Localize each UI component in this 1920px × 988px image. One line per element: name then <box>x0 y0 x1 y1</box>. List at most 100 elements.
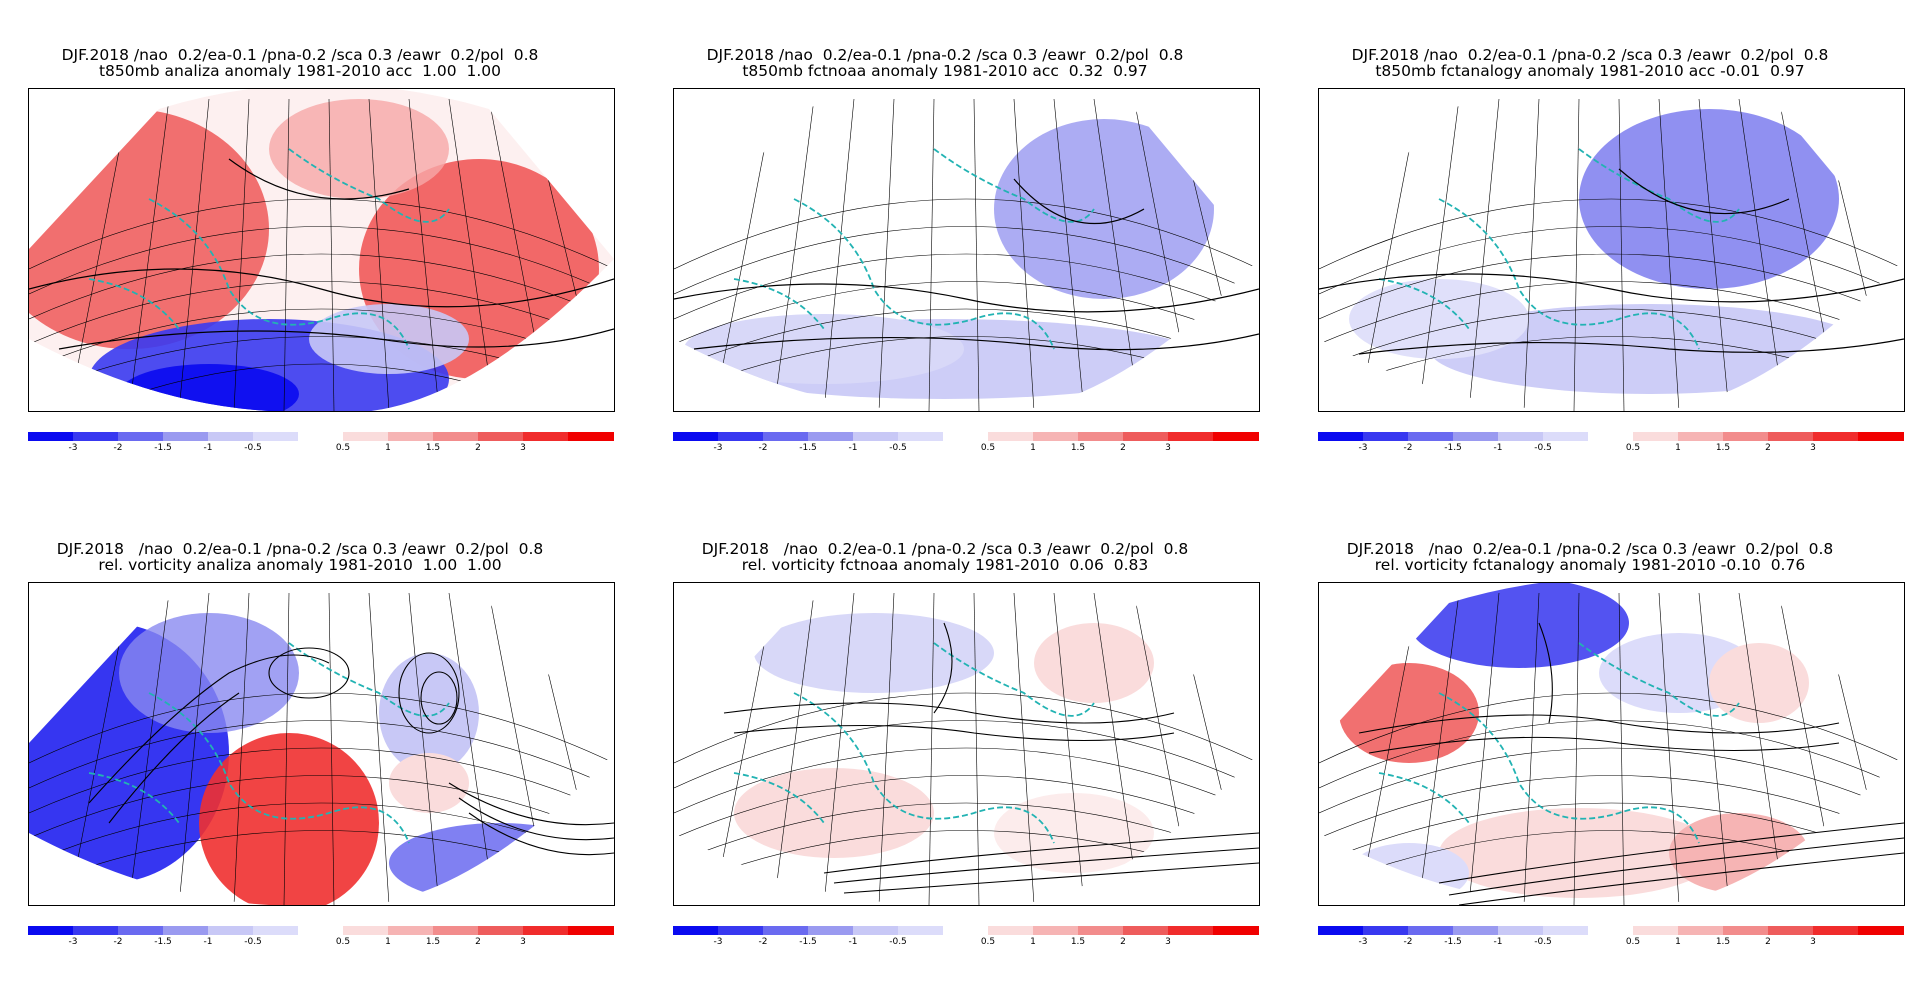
colorbar-segment <box>853 432 899 441</box>
colorbar-label: 1 <box>1030 937 1036 947</box>
colorbar-label: 3 <box>1165 937 1171 947</box>
colorbar-segment <box>523 432 569 441</box>
colorbar-label: -2 <box>113 443 123 453</box>
colorbar-segment <box>1213 926 1259 935</box>
colorbar-label: 3 <box>1165 443 1171 453</box>
anomaly-map <box>673 582 1260 906</box>
colorbar-label: 2 <box>1765 937 1771 947</box>
colorbar-segment <box>118 432 164 441</box>
map-plot <box>29 89 614 411</box>
colorbar-label: -1 <box>848 443 858 453</box>
anomaly-map <box>673 88 1260 412</box>
colorbar-segment <box>1768 926 1814 935</box>
colorbar-segment <box>1723 926 1769 935</box>
colorbar-label: -1 <box>1493 443 1503 453</box>
colorbar-label: 1.5 <box>1715 937 1731 947</box>
colorbar-segment <box>1408 926 1454 935</box>
colorbar-segment <box>478 926 524 935</box>
colorbar-segment <box>1168 926 1214 935</box>
colorbar-label: 0.5 <box>1625 443 1641 453</box>
colorbar-label: 0.5 <box>980 937 996 947</box>
colorbar-label: -1.5 <box>799 443 817 453</box>
colorbar-segment <box>478 432 524 441</box>
colorbar-segment <box>1543 432 1589 441</box>
colorbar: -3 -2 -1.5 -1 -0.5 0.5 1 1.5 2 3 <box>28 432 614 462</box>
colorbar: -3 -2 -1.5 -1 -0.5 0.5 1 1.5 2 3 <box>673 432 1259 462</box>
colorbar-label: 2 <box>1120 443 1126 453</box>
colorbar-segment <box>1858 432 1904 441</box>
colorbar-segment <box>943 432 989 441</box>
colorbar-segment <box>73 926 119 935</box>
colorbar-label: 1.5 <box>1715 443 1731 453</box>
colorbar-segment <box>253 432 299 441</box>
colorbar: -3 -2 -1.5 -1 -0.5 0.5 1 1.5 2 3 <box>1318 432 1904 462</box>
colorbar-label: -1.5 <box>154 443 172 453</box>
colorbar-segment <box>163 926 209 935</box>
colorbar-segment <box>568 432 614 441</box>
map-plot <box>1319 89 1904 411</box>
colorbar-segment <box>1723 432 1769 441</box>
colorbar-label: 0.5 <box>335 443 351 453</box>
colorbar-label: -2 <box>758 937 768 947</box>
map-plot <box>674 583 1259 905</box>
panel-title-line1: DJF.2018 /nao 0.2/ea-0.1 /pna-0.2 /sca 0… <box>61 46 539 64</box>
colorbar-segment <box>853 926 899 935</box>
colorbar-segment <box>1588 926 1634 935</box>
colorbar-label: -2 <box>1403 443 1413 453</box>
colorbar-label: 1 <box>385 937 391 947</box>
colorbar-segment <box>1363 926 1409 935</box>
panel-vorticity-fctanalogy: DJF.2018 /nao 0.2/ea-0.1 /pna-0.2 /sca 0… <box>1290 494 1905 954</box>
panel-title-line1: DJF.2018 /nao 0.2/ea-0.1 /pna-0.2 /sca 0… <box>56 540 544 558</box>
panel-title-line2: rel. vorticity fctanalogy anomaly 1981-2… <box>1374 556 1806 574</box>
colorbar-label: 3 <box>520 937 526 947</box>
anomaly-map <box>1318 582 1905 906</box>
colorbar: -3 -2 -1.5 -1 -0.5 0.5 1 1.5 2 3 <box>28 926 614 956</box>
panel-title-line1: DJF.2018 /nao 0.2/ea-0.1 /pna-0.2 /sca 0… <box>706 46 1184 64</box>
colorbar-label: -1.5 <box>799 937 817 947</box>
colorbar-label: 1.5 <box>1070 443 1086 453</box>
colorbar-label: -0.5 <box>1534 443 1552 453</box>
colorbar-segment <box>898 432 944 441</box>
colorbar-segment <box>1453 926 1499 935</box>
colorbar-label: 1 <box>1675 443 1681 453</box>
colorbar-segment <box>1213 432 1259 441</box>
colorbar-label: -3 <box>68 937 78 947</box>
colorbar-segment <box>718 926 764 935</box>
panel-title-line1: DJF.2018 /nao 0.2/ea-0.1 /pna-0.2 /sca 0… <box>1351 46 1829 64</box>
colorbar-segment <box>808 432 854 441</box>
colorbar-segment <box>73 432 119 441</box>
colorbar-segment <box>118 926 164 935</box>
colorbar-label: -0.5 <box>244 937 262 947</box>
panel-vorticity-fctnoaa: DJF.2018 /nao 0.2/ea-0.1 /pna-0.2 /sca 0… <box>645 494 1260 954</box>
anomaly-map <box>1318 88 1905 412</box>
colorbar-segment <box>523 926 569 935</box>
panel-t850-fctanalogy: DJF.2018 /nao 0.2/ea-0.1 /pna-0.2 /sca 0… <box>1290 0 1905 460</box>
colorbar-segment <box>1543 926 1589 935</box>
colorbar-label: 3 <box>520 443 526 453</box>
anomaly-map <box>28 582 615 906</box>
colorbar-segment <box>1078 432 1124 441</box>
colorbar-segment <box>1633 432 1679 441</box>
colorbar-segment <box>1678 432 1724 441</box>
colorbar-segment <box>28 432 74 441</box>
colorbar-segment <box>568 926 614 935</box>
colorbar-segment <box>1453 432 1499 441</box>
panel-title-line2: t850mb fctnoaa anomaly 1981-2010 acc 0.3… <box>742 62 1148 80</box>
colorbar-label: -2 <box>758 443 768 453</box>
colorbar-label: 3 <box>1810 937 1816 947</box>
colorbar-label: -2 <box>113 937 123 947</box>
colorbar-segment <box>1633 926 1679 935</box>
panel-t850-analiza: DJF.2018 /nao 0.2/ea-0.1 /pna-0.2 /sca 0… <box>0 0 615 460</box>
panel-title-line2: t850mb fctanalogy anomaly 1981-2010 acc … <box>1375 62 1805 80</box>
colorbar: -3 -2 -1.5 -1 -0.5 0.5 1 1.5 2 3 <box>1318 926 1904 956</box>
colorbar-segment <box>343 926 389 935</box>
anomaly-map <box>28 88 615 412</box>
colorbar-label: 1.5 <box>1070 937 1086 947</box>
colorbar-segment <box>1498 432 1544 441</box>
colorbar-label: -0.5 <box>1534 937 1552 947</box>
map-plot <box>674 89 1259 411</box>
colorbar-segment <box>298 926 344 935</box>
colorbar-label: 2 <box>475 937 481 947</box>
colorbar-label: -1 <box>203 443 213 453</box>
colorbar-segment <box>898 926 944 935</box>
